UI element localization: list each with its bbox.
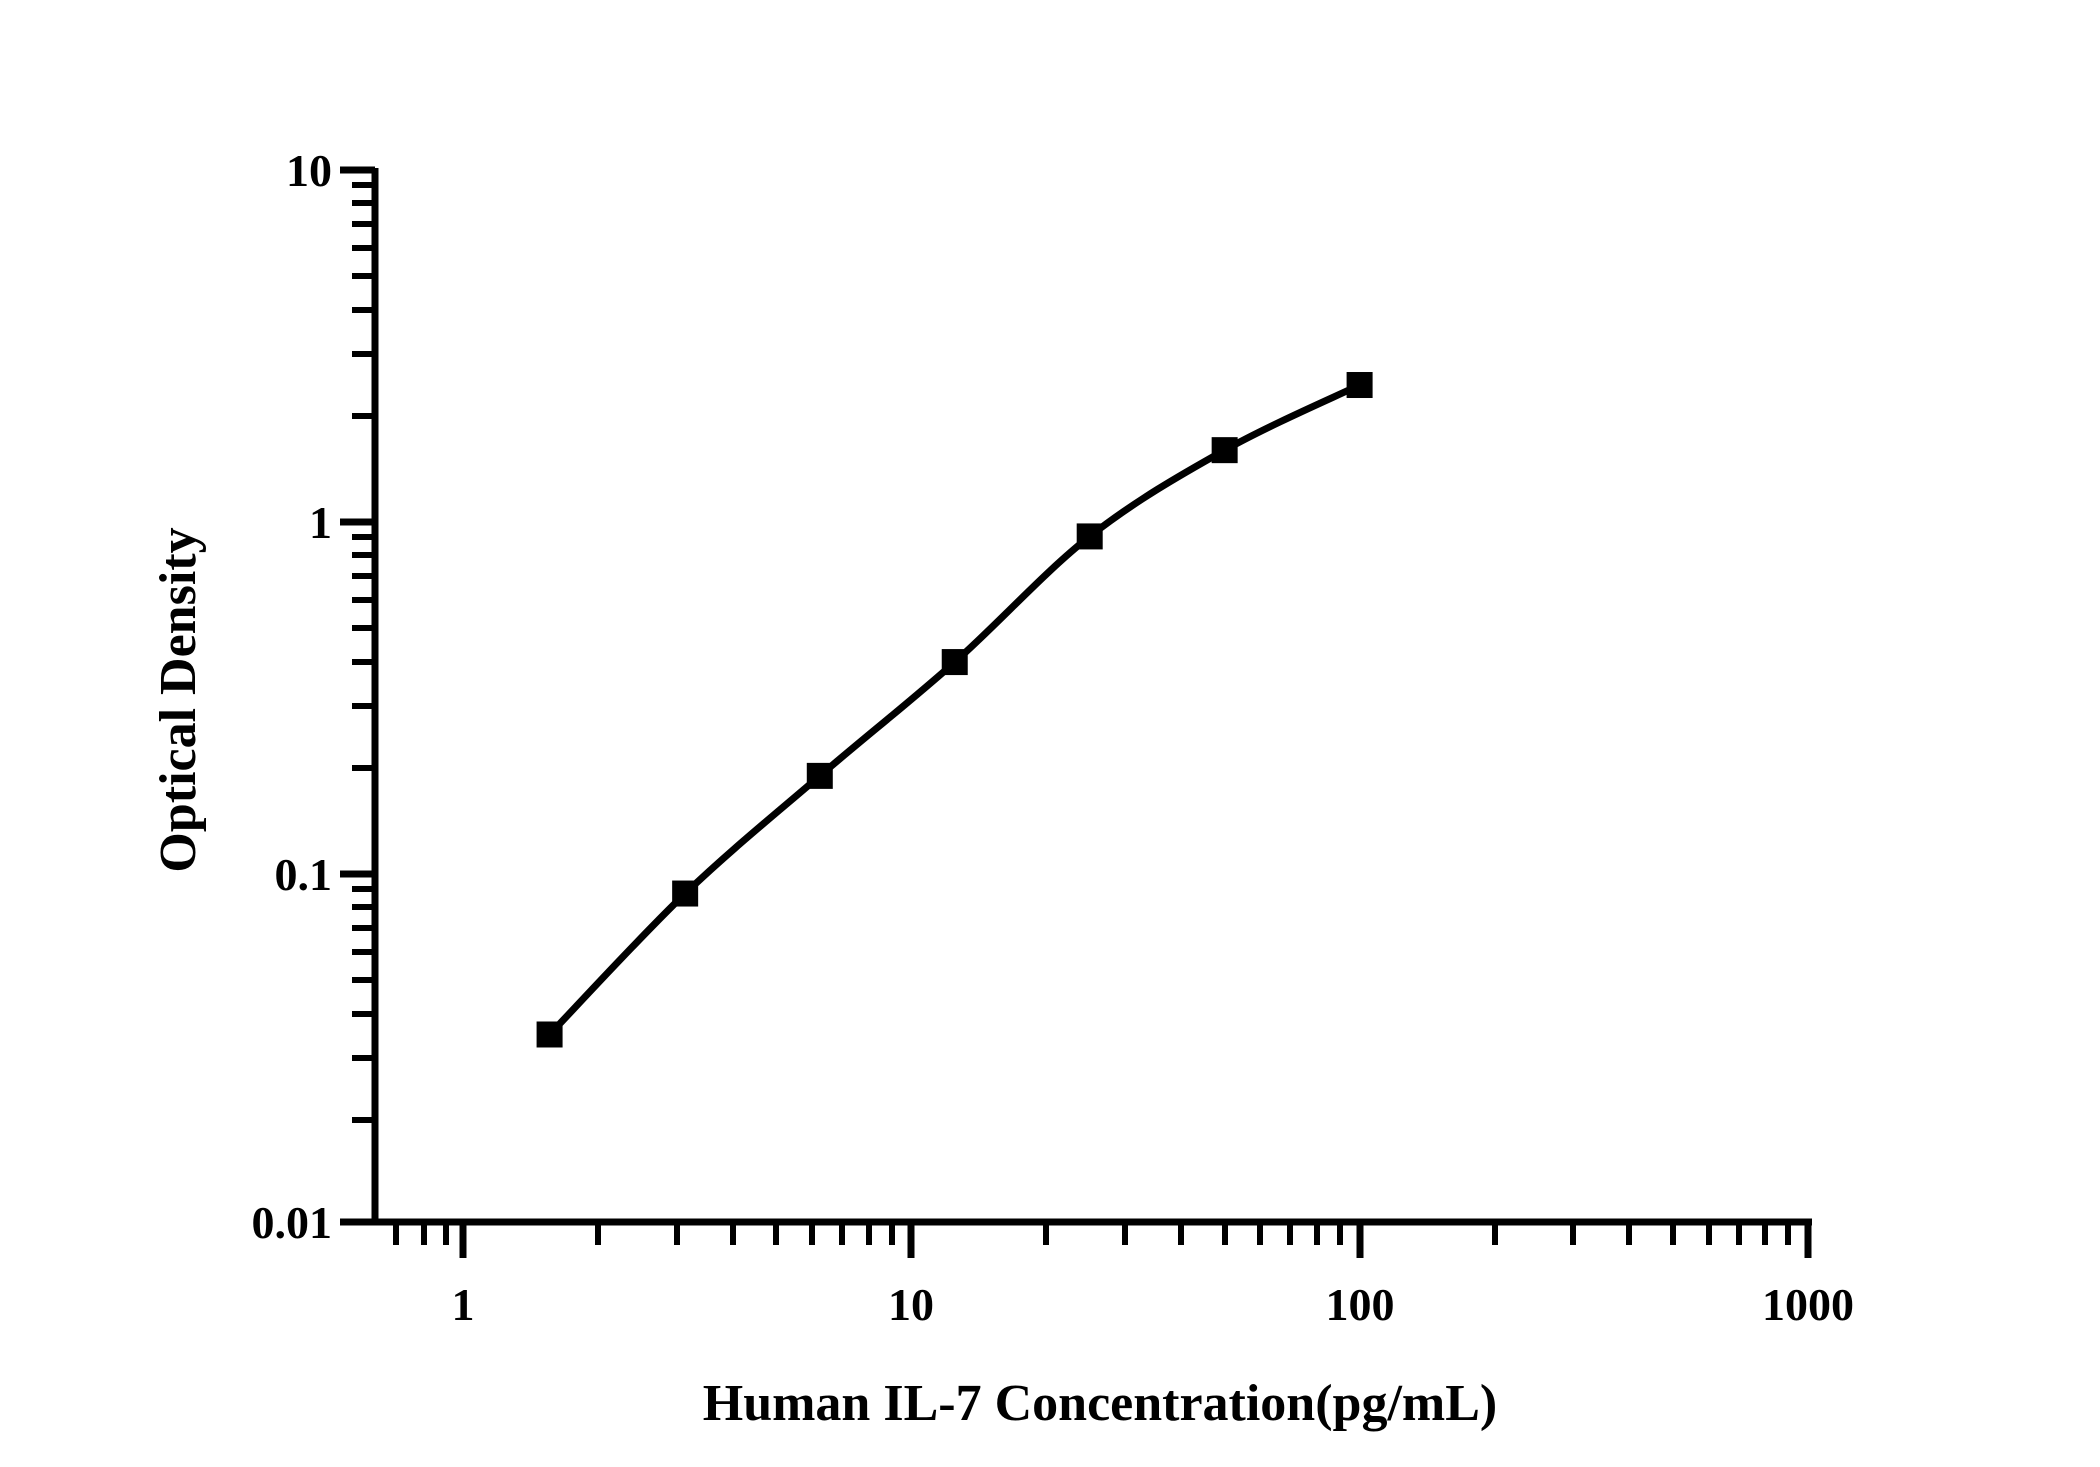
- data-point-marker: [1076, 523, 1103, 550]
- y-tick-label-0_1: 0.1: [275, 849, 333, 900]
- data-series-layer: [536, 372, 1373, 1048]
- x-tick-label-1000: 1000: [1762, 1279, 1854, 1330]
- x-tick-label-10: 10: [888, 1279, 934, 1330]
- x-axis: 1 10 100 1000 Human IL-7 Concentration(p…: [372, 1218, 1854, 1432]
- data-point-marker: [1346, 372, 1373, 399]
- y-tick-label-10: 10: [286, 145, 332, 196]
- y-axis: 10 1 0.1 0.01 Optical Density: [150, 145, 379, 1248]
- data-point-marker: [806, 762, 833, 789]
- x-axis-major-ticks: [459, 1222, 1812, 1258]
- data-point-marker: [1211, 437, 1238, 464]
- y-axis-major-ticks: [340, 166, 375, 1226]
- x-axis-title: Human IL-7 Concentration(pg/mL): [703, 1375, 1497, 1432]
- y-tick-label-1: 1: [309, 497, 332, 548]
- data-point-markers: [536, 372, 1373, 1048]
- data-point-marker: [941, 649, 968, 676]
- data-point-marker: [536, 1021, 563, 1048]
- y-axis-title: Optical Density: [150, 527, 207, 872]
- x-tick-label-1: 1: [452, 1279, 475, 1330]
- x-axis-minor-ticks: [393, 1222, 1791, 1245]
- data-point-marker: [672, 880, 699, 907]
- y-tick-label-0_01: 0.01: [252, 1197, 333, 1248]
- x-tick-label-100: 100: [1326, 1279, 1395, 1330]
- y-axis-minor-ticks: [352, 182, 375, 1123]
